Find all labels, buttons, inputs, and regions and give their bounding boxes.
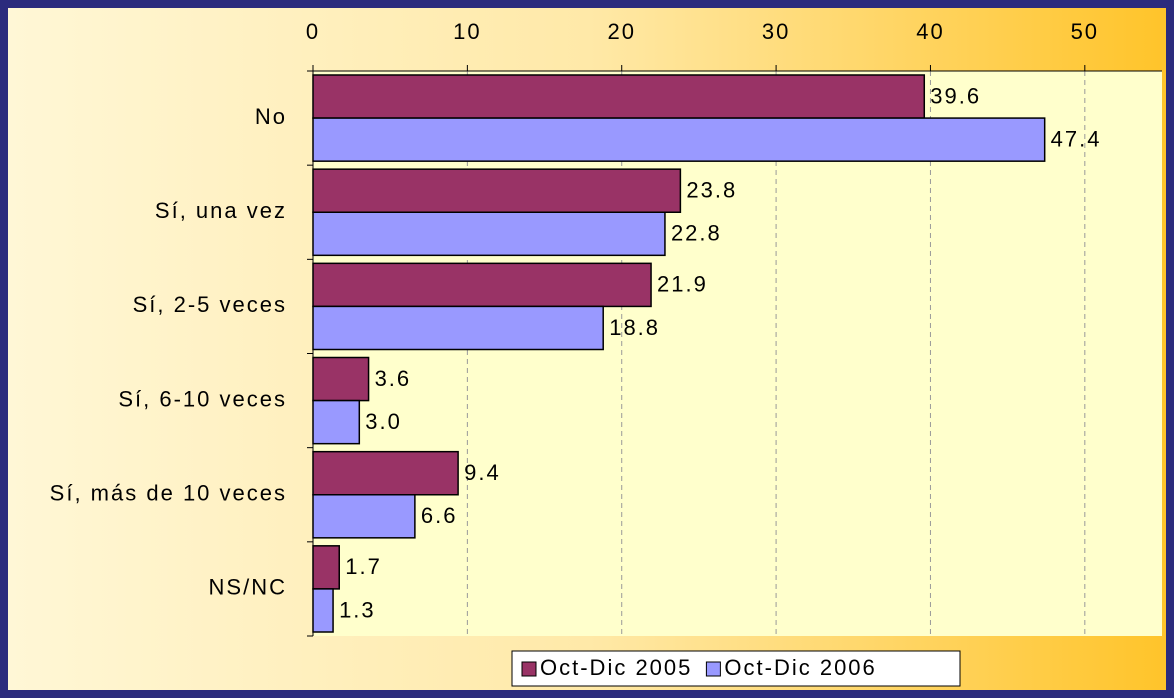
x-tick-label: 0: [306, 19, 320, 44]
plot-background: [313, 71, 1162, 636]
value-label: 9.4: [464, 460, 501, 485]
value-label: 47.4: [1051, 126, 1102, 151]
bar: [312, 305, 604, 351]
bar: [312, 588, 334, 633]
x-tick-label: 10: [453, 19, 481, 44]
value-label: 3.6: [375, 366, 412, 391]
category-label: Sí, una vez: [155, 198, 287, 223]
bar: [312, 356, 370, 402]
bar: [312, 211, 666, 257]
bar: [312, 168, 682, 214]
value-label: 18.8: [609, 315, 660, 340]
category-label: Sí, 6-10 veces: [118, 386, 287, 411]
bar: [312, 450, 459, 496]
bar: [312, 262, 652, 308]
bar: [312, 399, 361, 445]
legend-label: Oct-Dic 2006: [724, 655, 876, 680]
value-label: 1.7: [345, 554, 382, 579]
value-label: 1.3: [339, 597, 376, 622]
category-label: No: [255, 104, 287, 129]
value-label: 21.9: [657, 272, 708, 297]
bar: [312, 494, 416, 539]
x-tick-label: 50: [1071, 19, 1099, 44]
value-label: 3.0: [365, 409, 402, 434]
legend-label: Oct-Dic 2005: [540, 655, 692, 680]
value-label: 22.8: [671, 221, 722, 246]
category-label: Sí, más de 10 veces: [50, 481, 287, 506]
x-tick-label: 40: [916, 19, 944, 44]
value-label: 39.6: [930, 83, 981, 108]
bar: [312, 545, 340, 590]
legend-swatch: [521, 661, 537, 677]
x-tick-label: 30: [762, 19, 790, 44]
x-tick-label: 20: [607, 19, 635, 44]
value-label: 6.6: [421, 503, 458, 528]
bar: [312, 74, 926, 119]
legend-swatch: [705, 661, 721, 677]
category-label: NS/NC: [209, 575, 287, 600]
bar: [312, 117, 1046, 162]
legend-box: [511, 650, 961, 687]
category-label: Sí, 2-5 veces: [133, 292, 287, 317]
value-label: 23.8: [686, 178, 737, 203]
